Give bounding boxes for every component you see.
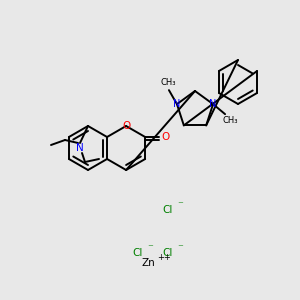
Text: ++: ++ (157, 254, 171, 262)
Text: ⁻: ⁻ (177, 200, 183, 210)
Text: Cl: Cl (133, 248, 143, 258)
Text: ⁻: ⁻ (147, 243, 153, 253)
Text: CH₃: CH₃ (160, 78, 176, 87)
Text: N: N (173, 99, 181, 109)
Text: O: O (161, 132, 169, 142)
Text: Cl: Cl (163, 248, 173, 258)
Text: CH₃: CH₃ (222, 116, 238, 124)
Text: O: O (122, 121, 130, 131)
Text: Zn: Zn (141, 258, 155, 268)
Text: N: N (209, 99, 217, 109)
Text: ⁻: ⁻ (177, 243, 183, 253)
Text: N: N (76, 143, 84, 153)
Text: Cl: Cl (163, 205, 173, 215)
